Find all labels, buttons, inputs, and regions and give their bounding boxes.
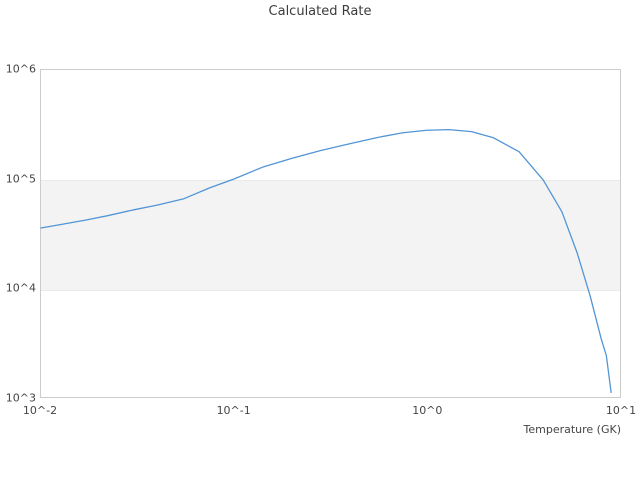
highlight-band <box>41 179 620 292</box>
x-tick-label: 10^-1 <box>216 404 251 417</box>
x-axis-label: Temperature (GK) <box>523 423 622 436</box>
y-tick-label: 10^6 <box>5 62 36 76</box>
chart-title: Calculated Rate <box>268 4 372 19</box>
y-tick-label: 10^4 <box>5 281 36 295</box>
plot-area <box>40 69 621 398</box>
x-tick-label: 10^0 <box>412 404 443 417</box>
y-tick-label: 10^3 <box>5 391 36 405</box>
y-tick-label: 10^5 <box>5 172 36 186</box>
x-tick-label: 10^1 <box>605 404 637 417</box>
rate-curve-svg <box>40 128 612 394</box>
rate-line <box>40 128 612 394</box>
x-tick-label: 10^-2 <box>22 404 58 417</box>
